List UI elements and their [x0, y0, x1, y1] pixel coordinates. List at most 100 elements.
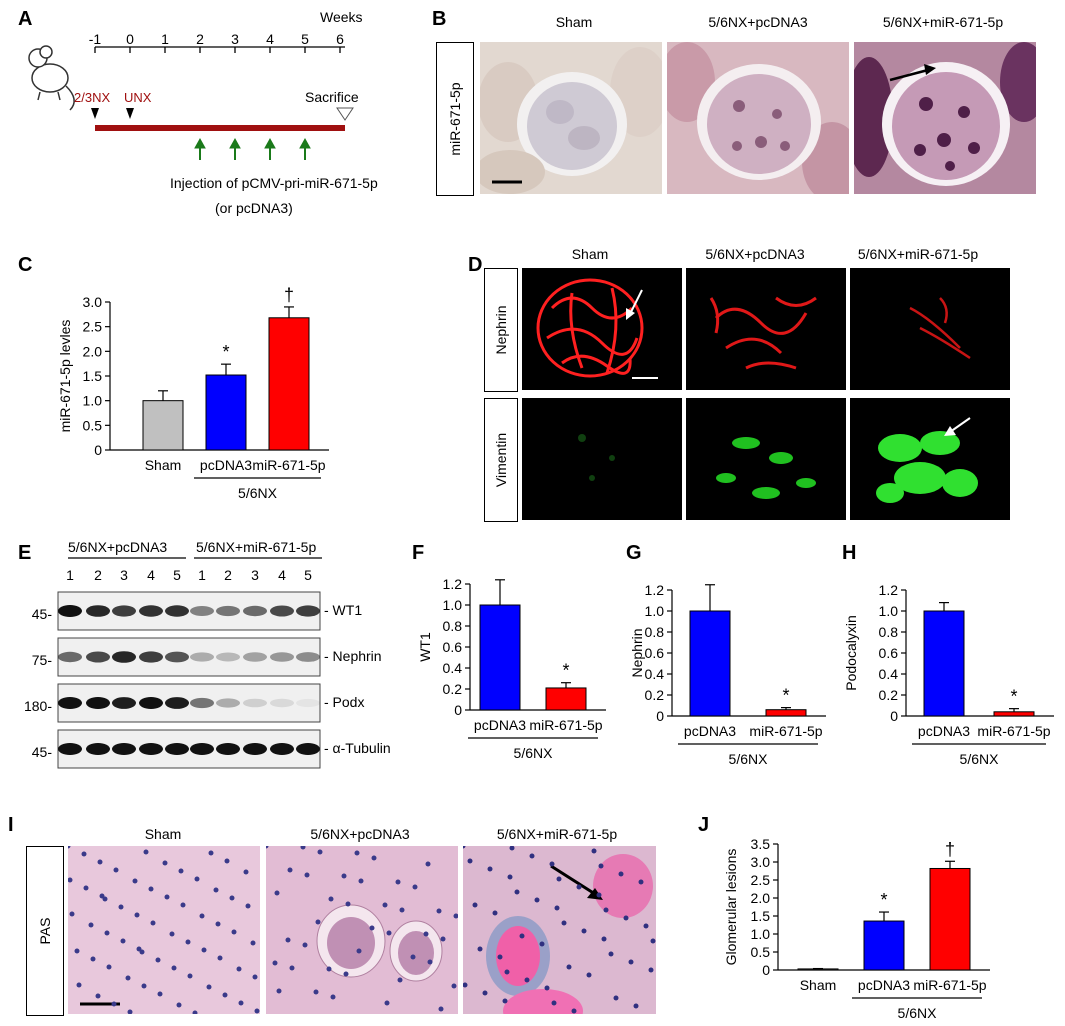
- nucleus-dot: [509, 846, 515, 851]
- b-pointer-arrow-icon: [889, 68, 929, 82]
- nucleus-dot: [245, 903, 251, 909]
- blot-marker: 45-: [32, 744, 53, 760]
- nucleus-dot: [487, 866, 493, 872]
- b-row-label: miR-671-5p: [447, 82, 463, 156]
- nucleus-dot: [97, 859, 103, 865]
- injection-label-line2: (or pcDNA3): [215, 200, 293, 216]
- nucleus-dot: [463, 982, 468, 988]
- blot-band: [243, 743, 267, 755]
- nucleus-dot: [477, 946, 483, 952]
- blot-band: [190, 652, 214, 662]
- nucleus-dot: [222, 992, 228, 998]
- y-tick-label: 2.5: [83, 319, 103, 335]
- nucleus-dot: [369, 925, 375, 931]
- y-tick-label: 0: [762, 962, 770, 978]
- y-tick-label: 1.0: [879, 603, 899, 619]
- nucleus-dot: [285, 937, 291, 943]
- nucleus-dot: [591, 848, 597, 854]
- d-col-title-sham: Sham: [571, 246, 609, 262]
- nucleus-dot: [561, 920, 567, 926]
- nucleus-dot: [534, 897, 540, 903]
- nucleus-dot: [254, 1008, 260, 1014]
- blot-lane-label: 2: [224, 567, 232, 583]
- category-label: pcDNA3: [858, 977, 910, 993]
- y-tick-label: 1.0: [443, 597, 463, 613]
- nucleus-dot: [576, 884, 582, 890]
- timeline-ticks: -1 0 1 2 3 4 5 6: [89, 31, 344, 53]
- nucleus-dot: [650, 938, 656, 944]
- nucleus-dot: [90, 956, 96, 962]
- blot-lane-label: 1: [66, 567, 74, 583]
- nucleus-dot: [427, 959, 433, 965]
- d-col-title-pcdna3: 5/6NX+pcDNA3: [705, 246, 805, 262]
- y-tick-label: 1.2: [879, 582, 899, 598]
- blot-lane-label: 3: [251, 567, 259, 583]
- nucleus-dot: [345, 901, 351, 907]
- nucleus-dot: [136, 946, 142, 952]
- mouse-icon: [28, 45, 75, 111]
- y-tick-label: 0.4: [443, 660, 463, 676]
- y-tick-label: 2.5: [751, 872, 771, 888]
- blot-marker: 75-: [32, 652, 53, 668]
- nucleus-dot: [272, 960, 278, 966]
- panel-label-f: F: [412, 542, 425, 564]
- nucleus-dot: [371, 855, 377, 861]
- timeline-tick-label: 5: [301, 31, 309, 47]
- nucleus-dot: [436, 908, 442, 914]
- nucleus-dot: [613, 995, 619, 1001]
- category-label: pcDNA3: [918, 723, 970, 739]
- significance-mark: *: [880, 890, 887, 910]
- blot-band: [165, 605, 189, 617]
- nucleus-dot: [382, 902, 388, 908]
- weeks-label: Weeks: [320, 9, 363, 25]
- blot-lane-label: 5: [304, 567, 312, 583]
- nucleus-dot: [463, 846, 466, 849]
- panel-label-c: C: [18, 254, 33, 276]
- nucleus-dot: [438, 1006, 444, 1012]
- y-tick-label: 0.8: [443, 618, 463, 634]
- nucleus-dot: [148, 886, 154, 892]
- group-label: 5/6NX: [960, 751, 1000, 767]
- nucleus-dot: [317, 849, 323, 855]
- blot-lane-label: 4: [147, 567, 155, 583]
- nucleus-dot: [238, 1000, 244, 1006]
- nx-arrow-icon: [91, 108, 99, 119]
- d-vimentin-mir: [850, 398, 1010, 520]
- d-nephrin-mir: [850, 268, 1010, 390]
- nucleus-dot: [648, 967, 654, 973]
- nucleus-dot: [399, 907, 405, 913]
- i-pointer-arrow-icon: [550, 864, 596, 896]
- nucleus-dot: [453, 913, 458, 919]
- blot-marker: 180-: [24, 698, 52, 714]
- y-tick-label: 1.2: [443, 576, 463, 592]
- bar: [545, 687, 587, 711]
- blot-band: [112, 697, 136, 709]
- d-nephrin-pcdna3: [686, 268, 846, 390]
- panel-label-g: G: [626, 542, 642, 564]
- group-label: 5/6NX: [514, 745, 554, 761]
- nucleus-dot: [192, 1010, 198, 1014]
- y-tick-label: 1.0: [751, 926, 771, 942]
- nucleus-dot: [164, 894, 170, 900]
- y-tick-label: 0.4: [879, 666, 899, 682]
- nucleus-dot: [83, 885, 89, 891]
- nucleus-dot: [482, 990, 488, 996]
- y-tick-label: 3.0: [83, 294, 103, 310]
- nucleus-dot: [472, 902, 478, 908]
- nucleus-dot: [224, 858, 230, 864]
- i-col-title-mir: 5/6NX+miR-671-5p: [496, 826, 618, 842]
- nucleus-dot: [229, 895, 235, 901]
- nucleus-dot: [266, 846, 269, 849]
- timeline-tick-label: 3: [231, 31, 239, 47]
- nucleus-dot: [423, 931, 429, 937]
- category-label: miR-671-5p: [749, 723, 822, 739]
- nucleus-dot: [162, 860, 168, 866]
- bar: [142, 400, 184, 451]
- nucleus-dot: [178, 868, 184, 874]
- nucleus-dot: [386, 930, 392, 936]
- blot-band: [270, 743, 294, 755]
- blot-band: [296, 698, 320, 708]
- nucleus-dot: [187, 973, 193, 979]
- nucleus-dot: [155, 957, 161, 963]
- nucleus-dot: [69, 911, 75, 917]
